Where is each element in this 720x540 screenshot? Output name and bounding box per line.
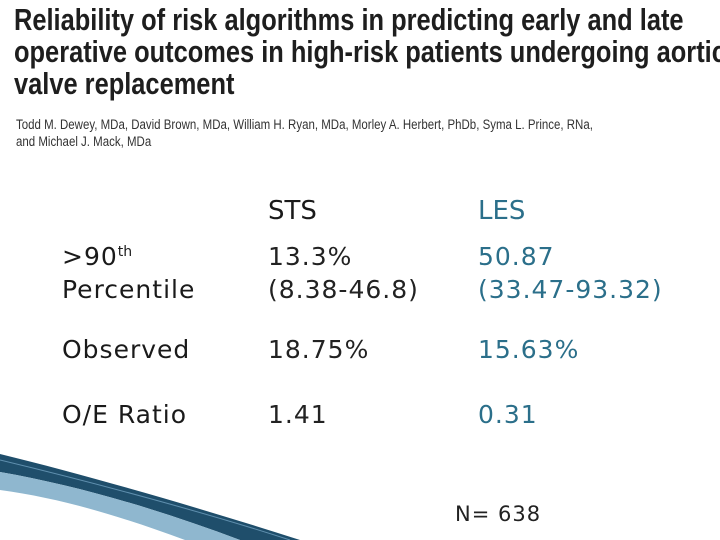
column-header-sts: STS: [268, 196, 317, 226]
row-label-superscript: th: [117, 244, 133, 260]
row-label-90th-percentile: >90th Percentile: [62, 240, 195, 306]
swoosh-light-band: [0, 472, 240, 540]
column-header-les: LES: [478, 196, 526, 226]
cell-sts-oe-ratio: 1.41: [268, 400, 328, 429]
swoosh-dark-band: [0, 454, 300, 540]
row-label-oe-ratio: O/E Ratio: [62, 400, 188, 429]
cell-range: (33.47-93.32): [478, 275, 663, 304]
title-line: Reliability of risk algorithms in predic…: [14, 2, 684, 37]
cell-range: (8.38-46.8): [268, 275, 419, 304]
row-label-text: Percentile: [62, 275, 196, 304]
cell-les-observed: 15.63%: [478, 335, 580, 364]
cell-value: 50.87: [478, 242, 555, 271]
author-line: and Michael J. Mack, MDa: [16, 134, 152, 149]
title-line: valve replacement: [14, 66, 235, 101]
cell-value: 13.3%: [268, 242, 353, 271]
row-label-observed: Observed: [62, 335, 191, 364]
author-line: Todd M. Dewey, MDa, David Brown, MDa, Wi…: [16, 117, 593, 132]
cell-les-oe-ratio: 0.31: [478, 400, 538, 429]
title-line: operative outcomes in high-risk patients…: [14, 34, 720, 69]
slide-title: Reliability of risk algorithms in predic…: [14, 2, 720, 101]
sample-size: N= 638: [455, 502, 542, 526]
author-list: Todd M. Dewey, MDa, David Brown, MDa, Wi…: [16, 116, 611, 150]
cell-les-90th: 50.87 (33.47-93.32): [478, 240, 663, 306]
decorative-swoosh: [0, 454, 300, 540]
row-label-text: >90: [62, 242, 118, 271]
swoosh-line: [0, 459, 291, 540]
cell-sts-90th: 13.3% (8.38-46.8): [268, 240, 419, 306]
cell-sts-observed: 18.75%: [268, 335, 370, 364]
